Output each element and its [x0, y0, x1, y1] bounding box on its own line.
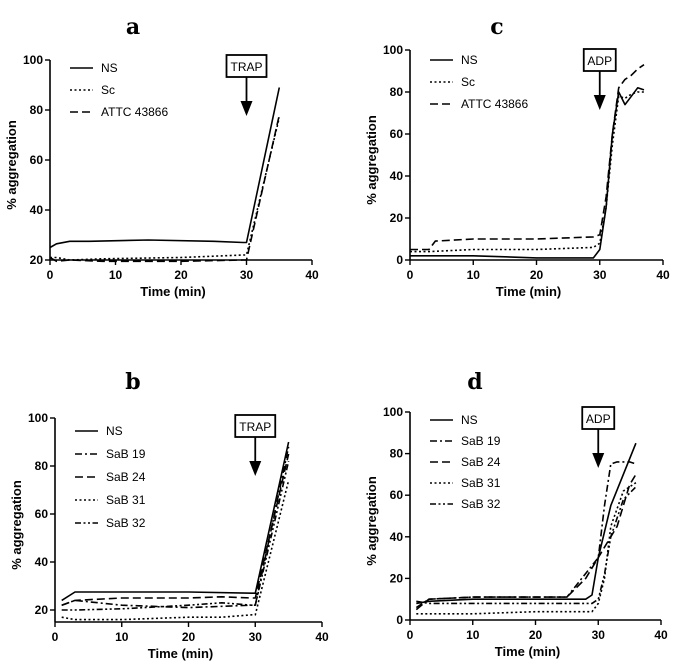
y-tick-label: 60	[30, 153, 44, 167]
series-line-sc	[50, 117, 281, 261]
x-tick-label: 0	[52, 630, 59, 644]
x-axis-label: Time (min)	[495, 644, 561, 659]
chart-panel-c: c 0 20 40 60 80 100 0 10 20 30 40 Time (min) % aggreg…	[364, 14, 670, 299]
x-axis-label: Time (min)	[148, 646, 214, 661]
panel-letter-c: c	[490, 14, 503, 40]
chart-panel-b: b 20 40 60 80 100 0 10 20 30 40 Time (min) % aggrega…	[9, 369, 329, 661]
y-axis-label: % aggregation	[364, 115, 379, 205]
y-tick-label: 40	[390, 169, 404, 183]
x-tick-label: 10	[109, 268, 123, 282]
y-tick-label: 0	[396, 253, 403, 267]
y-tick-label: 80	[30, 103, 44, 117]
x-axis-label: Time (min)	[140, 284, 206, 299]
y-axis-label: % aggregation	[364, 476, 379, 566]
chart-panel-d: d 0 20 40 60 80 100 0 10 20 30 40 Time (min) % aggreg…	[364, 369, 668, 659]
marker-label: ADP	[587, 54, 612, 68]
y-tick-label: 80	[390, 447, 404, 461]
legend-label: SaB 24	[106, 470, 146, 484]
y-tick-label: 20	[35, 603, 49, 617]
x-tick-label: 10	[467, 268, 481, 282]
y-tick-label: 20	[30, 253, 44, 267]
y-tick-label: 20	[390, 211, 404, 225]
x-tick-label: 0	[407, 628, 414, 642]
x-tick-label: 0	[47, 268, 54, 282]
series-line-ns	[410, 87, 645, 259]
y-tick-label: 100	[383, 405, 403, 419]
y-axis-label: % aggregation	[4, 120, 19, 210]
y-tick-label: 100	[28, 411, 48, 425]
y-tick-label: 60	[35, 507, 49, 521]
marker-label: TRAP	[239, 420, 271, 434]
x-tick-label: 20	[174, 268, 188, 282]
x-tick-label: 40	[315, 630, 329, 644]
x-tick-label: 30	[249, 630, 263, 644]
marker-arrow-head	[240, 101, 253, 116]
x-axis-label: Time (min)	[496, 284, 562, 299]
legend-label: SaB 32	[106, 516, 146, 530]
x-tick-label: 20	[182, 630, 196, 644]
legend-label: SaB 19	[106, 447, 146, 461]
legend-label: NS	[461, 413, 478, 427]
legend-label: SaB 24	[461, 455, 501, 469]
x-tick-label: 10	[115, 630, 129, 644]
series-line-attc-43866	[410, 64, 645, 251]
x-tick-label: 40	[305, 268, 319, 282]
y-tick-label: 60	[390, 488, 404, 502]
legend-label: Sc	[461, 75, 475, 89]
series-line-ns	[49, 87, 281, 249]
x-tick-label: 10	[466, 628, 480, 642]
legend-label: SaB 31	[461, 476, 501, 490]
legend-label: SaB 19	[461, 434, 501, 448]
panel-letter-d: d	[467, 369, 482, 395]
y-tick-label: 0	[396, 613, 403, 627]
legend-label: Sc	[101, 83, 115, 97]
y-tick-label: 40	[30, 203, 44, 217]
marker-label: TRAP	[230, 60, 262, 74]
panel-letter-a: a	[126, 14, 140, 40]
y-tick-label: 40	[390, 530, 404, 544]
panel-letter-b: b	[125, 369, 140, 395]
legend-label: NS	[461, 53, 478, 67]
series-line-ns	[416, 442, 637, 605]
marker-arrow-head	[592, 453, 605, 468]
y-tick-label: 60	[390, 127, 404, 141]
legend-label: NS	[101, 61, 118, 75]
series-line-sc	[410, 91, 644, 253]
y-tick-label: 80	[390, 85, 404, 99]
series-line-sab-24	[415, 473, 637, 611]
series-line-sab-31	[416, 482, 637, 615]
series-line-sab-32	[61, 461, 290, 611]
x-tick-label: 20	[529, 628, 543, 642]
x-tick-label: 40	[656, 268, 670, 282]
marker-arrow-head	[593, 95, 606, 110]
series-line-ns	[61, 441, 290, 602]
series-line-sab-24	[61, 453, 290, 606]
x-tick-label: 30	[592, 628, 606, 642]
y-tick-label: 20	[390, 571, 404, 585]
legend-label: SaB 31	[106, 493, 146, 507]
y-tick-label: 100	[23, 53, 43, 67]
marker-label: ADP	[586, 412, 611, 426]
marker-arrow-head	[249, 461, 262, 476]
y-tick-label: 100	[383, 43, 403, 57]
y-tick-label: 80	[35, 459, 49, 473]
y-axis-label: % aggregation	[9, 480, 24, 570]
x-tick-label: 30	[593, 268, 607, 282]
legend-label: ATTC 43866	[101, 105, 168, 119]
legend-label: ATTC 43866	[461, 97, 528, 111]
series-line-sab-32	[416, 486, 637, 605]
legend-label: SaB 32	[461, 497, 501, 511]
series-line-attc-43866	[49, 114, 281, 263]
y-tick-label: 40	[35, 555, 49, 569]
chart-panel-a: a 20 40 60 80 100 0 10 20 30 40 Time (min) % aggrega…	[4, 14, 319, 299]
x-tick-label: 20	[530, 268, 544, 282]
x-tick-label: 0	[407, 268, 414, 282]
legend-label: NS	[106, 424, 123, 438]
x-tick-label: 30	[240, 268, 254, 282]
x-tick-label: 40	[654, 628, 668, 642]
